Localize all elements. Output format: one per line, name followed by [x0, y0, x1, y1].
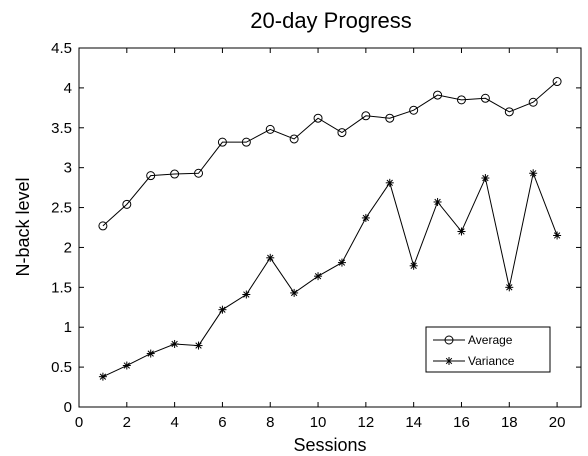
data-point-average	[146, 171, 156, 181]
x-tick-label: 16	[453, 414, 470, 431]
x-axis-label: Sessions	[293, 435, 366, 455]
data-point-average	[170, 169, 180, 179]
data-point-average	[194, 168, 204, 178]
data-point-variance	[218, 305, 227, 314]
data-point-average	[313, 113, 323, 123]
data-point-variance	[385, 178, 394, 187]
x-tick-label: 6	[218, 414, 226, 431]
data-point-average	[504, 107, 514, 117]
x-tick-label: 12	[358, 414, 375, 431]
data-point-variance	[433, 197, 442, 206]
y-tick-label: 1	[64, 319, 72, 336]
y-tick-label: 1.5	[51, 279, 72, 296]
x-tick-label: 10	[310, 414, 327, 431]
data-point-average	[433, 90, 443, 100]
data-point-average	[361, 111, 371, 121]
data-point-variance	[337, 258, 346, 267]
data-point-variance	[266, 253, 275, 262]
data-point-average	[552, 77, 562, 87]
y-tick-label: 0	[64, 399, 72, 416]
data-point-variance	[481, 174, 490, 183]
data-point-variance	[553, 231, 562, 240]
axis-ticks: 0 2 4 6 8 10 12 14 16 18 20 0 0.5 1 1.5 2 2.5 3 3.5 4 4.5	[51, 40, 581, 431]
x-tick-label: 20	[549, 414, 566, 431]
chart-title: 20-day Progress	[250, 8, 411, 33]
x-tick-label: 2	[123, 414, 131, 431]
data-point-variance	[122, 361, 131, 370]
data-point-variance	[194, 341, 203, 350]
data-point-average	[289, 134, 299, 144]
data-point-average	[122, 199, 132, 209]
data-point-average	[456, 95, 466, 105]
data-point-variance	[457, 227, 466, 236]
data-point-variance	[529, 169, 538, 178]
y-tick-label: 2.5	[51, 200, 72, 217]
x-tick-label: 0	[75, 414, 83, 431]
y-tick-label: 3.5	[51, 120, 72, 137]
data-point-average	[409, 105, 419, 115]
data-point-variance	[242, 290, 251, 299]
legend: Average Variance	[425, 326, 551, 373]
legend-star-glyph	[445, 357, 453, 365]
data-point-average	[528, 97, 538, 107]
data-point-average	[217, 137, 227, 147]
data-point-variance	[505, 283, 514, 292]
data-point-average	[241, 137, 251, 147]
legend-label-average: Average	[468, 333, 513, 347]
y-tick-label: 4.5	[51, 40, 72, 57]
y-tick-label: 0.5	[51, 359, 72, 376]
legend-marker-variance	[445, 357, 453, 365]
legend-marker-average	[444, 335, 454, 345]
data-point-average	[337, 128, 347, 138]
data-point-variance	[314, 272, 323, 281]
data-point-variance	[290, 288, 299, 297]
y-axis-label: N-back level	[13, 177, 33, 276]
data-point-average	[98, 221, 108, 231]
x-tick-label: 4	[170, 414, 178, 431]
data-point-variance	[98, 372, 107, 381]
data-point-variance	[146, 349, 155, 358]
y-tick-label: 2	[64, 239, 72, 256]
data-point-average	[480, 93, 490, 103]
data-point-variance	[170, 339, 179, 348]
series-layer	[98, 77, 562, 381]
x-tick-label: 8	[266, 414, 274, 431]
y-tick-label: 3	[64, 160, 72, 177]
legend-box	[425, 326, 551, 373]
x-tick-label: 18	[501, 414, 518, 431]
data-point-average	[385, 113, 395, 123]
y-tick-label: 4	[64, 80, 72, 97]
data-point-variance	[361, 213, 370, 222]
data-point-variance	[409, 261, 418, 270]
x-tick-label: 14	[405, 414, 422, 431]
data-point-average	[265, 124, 275, 134]
legend-label-variance: Variance	[468, 354, 515, 368]
